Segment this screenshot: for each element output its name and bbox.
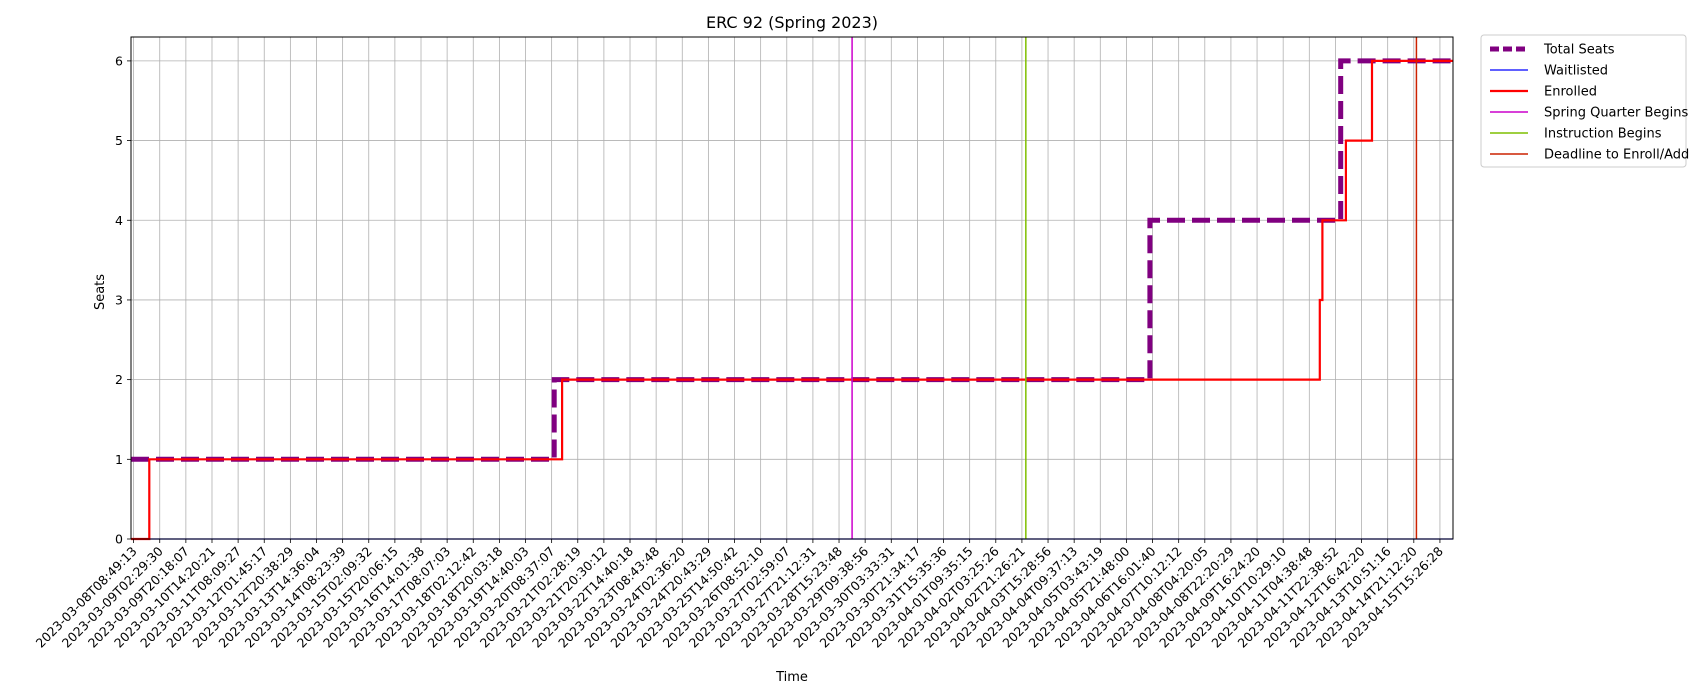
x-axis: 2023-03-08T08:49:132023-03-09T02:29:3020… <box>33 539 1446 651</box>
x-axis-label: Time <box>775 670 808 685</box>
reference-lines <box>851 37 1418 539</box>
series-line-enrolled <box>131 59 1453 541</box>
legend-frame <box>1480 34 1687 168</box>
plot-frame <box>130 36 1454 540</box>
legend-label: Spring Quarter Begins <box>1544 106 1688 121</box>
legend-label: Total Seats <box>1543 43 1615 58</box>
y-tick-label: 3 <box>115 292 123 307</box>
y-tick-label: 1 <box>115 452 123 467</box>
y-tick-label: 0 <box>115 532 123 547</box>
y-tick-label: 5 <box>115 133 123 148</box>
y-axis: 0 1 2 3 4 5 6 <box>115 53 131 547</box>
chart-title: ERC 92 (Spring 2023) <box>706 13 878 32</box>
legend-label: Enrolled <box>1544 85 1597 100</box>
legend-label: Instruction Begins <box>1544 127 1662 142</box>
grid-lines <box>131 37 1453 540</box>
y-tick-label: 4 <box>115 213 123 228</box>
y-axis-label: Seats <box>93 274 108 310</box>
series-line-total-seats <box>131 58 1453 462</box>
legend-label: Waitlisted <box>1544 64 1608 79</box>
y-tick-label: 2 <box>115 372 123 387</box>
y-tick-label: 6 <box>115 53 123 68</box>
legend-label: Deadline to Enroll/Add <box>1544 148 1689 163</box>
legend: Total Seats Waitlisted Enrolled Spring Quar… <box>1480 34 1689 168</box>
